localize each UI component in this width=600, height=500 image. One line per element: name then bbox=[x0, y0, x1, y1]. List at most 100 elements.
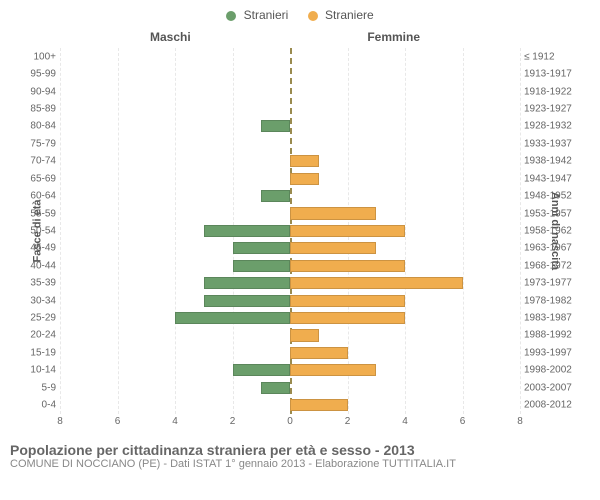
age-label: 40-44 bbox=[20, 260, 56, 271]
age-label: 90-94 bbox=[20, 86, 56, 97]
chart-row: 15-191993-1997 bbox=[60, 344, 520, 361]
chart-row: 70-741938-1942 bbox=[60, 153, 520, 170]
bar-female bbox=[290, 260, 405, 272]
year-label: 1923-1927 bbox=[524, 103, 584, 114]
age-label: 30-34 bbox=[20, 295, 56, 306]
age-label: 75-79 bbox=[20, 138, 56, 149]
bar-male bbox=[261, 382, 290, 394]
bar-female bbox=[290, 329, 319, 341]
bar-female bbox=[290, 347, 348, 359]
age-label: 5-9 bbox=[20, 382, 56, 393]
age-label: 20-24 bbox=[20, 330, 56, 341]
bar-male bbox=[261, 190, 290, 202]
chart-area: Maschi Femmine Fasce di età Anni di nasc… bbox=[0, 26, 600, 436]
chart-row: 65-691943-1947 bbox=[60, 170, 520, 187]
age-label: 70-74 bbox=[20, 156, 56, 167]
legend-swatch-female bbox=[308, 11, 318, 21]
year-label: 1958-1962 bbox=[524, 225, 584, 236]
year-label: 1978-1982 bbox=[524, 295, 584, 306]
chart-row: 85-891923-1927 bbox=[60, 100, 520, 117]
x-tick: 2 bbox=[345, 416, 351, 427]
bar-male bbox=[204, 277, 290, 289]
legend-swatch-male bbox=[226, 11, 236, 21]
bar-female bbox=[290, 155, 319, 167]
age-label: 10-14 bbox=[20, 365, 56, 376]
gridline bbox=[520, 48, 521, 414]
chart-row: 0-42008-2012 bbox=[60, 396, 520, 413]
year-label: 1953-1957 bbox=[524, 208, 584, 219]
plot-area: 100+≤ 191295-991913-191790-941918-192285… bbox=[60, 48, 520, 414]
chart-row: 40-441968-1972 bbox=[60, 257, 520, 274]
column-title-female: Femmine bbox=[367, 30, 420, 44]
bar-female bbox=[290, 364, 376, 376]
chart-row: 55-591953-1957 bbox=[60, 205, 520, 222]
x-tick: 6 bbox=[460, 416, 466, 427]
age-label: 15-19 bbox=[20, 347, 56, 358]
year-label: 2008-2012 bbox=[524, 400, 584, 411]
bar-male bbox=[233, 242, 291, 254]
year-label: 1933-1937 bbox=[524, 138, 584, 149]
bar-female bbox=[290, 277, 463, 289]
year-label: 1948-1952 bbox=[524, 191, 584, 202]
age-label: 45-49 bbox=[20, 243, 56, 254]
bar-male bbox=[233, 364, 291, 376]
year-label: 1938-1942 bbox=[524, 156, 584, 167]
bar-female bbox=[290, 207, 376, 219]
year-label: 1963-1967 bbox=[524, 243, 584, 254]
year-label: 1943-1947 bbox=[524, 173, 584, 184]
chart-row: 45-491963-1967 bbox=[60, 240, 520, 257]
bar-male bbox=[204, 225, 290, 237]
year-label: 1918-1922 bbox=[524, 86, 584, 97]
chart-row: 100+≤ 1912 bbox=[60, 48, 520, 65]
legend-item-male: Stranieri bbox=[226, 8, 288, 22]
x-tick: 0 bbox=[287, 416, 293, 427]
year-label: 1998-2002 bbox=[524, 365, 584, 376]
x-tick: 6 bbox=[115, 416, 121, 427]
chart-title: Popolazione per cittadinanza straniera p… bbox=[10, 442, 590, 458]
x-tick: 2 bbox=[230, 416, 236, 427]
x-tick: 8 bbox=[57, 416, 63, 427]
age-label: 65-69 bbox=[20, 173, 56, 184]
bar-female bbox=[290, 173, 319, 185]
age-label: 0-4 bbox=[20, 400, 56, 411]
chart-footer: Popolazione per cittadinanza straniera p… bbox=[0, 436, 600, 470]
bar-male bbox=[175, 312, 290, 324]
chart-row: 5-92003-2007 bbox=[60, 379, 520, 396]
chart-row: 20-241988-1992 bbox=[60, 327, 520, 344]
age-label: 35-39 bbox=[20, 278, 56, 289]
chart-row: 95-991913-1917 bbox=[60, 65, 520, 82]
chart-legend: Stranieri Straniere bbox=[0, 0, 600, 26]
chart-row: 75-791933-1937 bbox=[60, 135, 520, 152]
year-label: 1913-1917 bbox=[524, 69, 584, 80]
chart-row: 30-341978-1982 bbox=[60, 292, 520, 309]
year-label: 1988-1992 bbox=[524, 330, 584, 341]
year-label: 1983-1987 bbox=[524, 313, 584, 324]
age-label: 85-89 bbox=[20, 103, 56, 114]
age-label: 100+ bbox=[20, 51, 56, 62]
year-label: 1968-1972 bbox=[524, 260, 584, 271]
bar-female bbox=[290, 242, 376, 254]
chart-subtitle: COMUNE DI NOCCIANO (PE) - Dati ISTAT 1° … bbox=[10, 458, 590, 470]
bar-female bbox=[290, 399, 348, 411]
bar-female bbox=[290, 295, 405, 307]
bar-male bbox=[204, 295, 290, 307]
year-label: 1993-1997 bbox=[524, 347, 584, 358]
age-label: 95-99 bbox=[20, 69, 56, 80]
legend-label-male: Stranieri bbox=[244, 8, 289, 22]
column-title-male: Maschi bbox=[150, 30, 191, 44]
year-label: 1928-1932 bbox=[524, 121, 584, 132]
chart-row: 35-391973-1977 bbox=[60, 274, 520, 291]
x-axis: 864202468 bbox=[60, 416, 520, 430]
year-label: ≤ 1912 bbox=[524, 51, 584, 62]
age-label: 25-29 bbox=[20, 313, 56, 324]
bar-male bbox=[261, 120, 290, 132]
chart-row: 50-541958-1962 bbox=[60, 222, 520, 239]
chart-rows: 100+≤ 191295-991913-191790-941918-192285… bbox=[60, 48, 520, 414]
age-label: 50-54 bbox=[20, 225, 56, 236]
bar-female bbox=[290, 225, 405, 237]
legend-label-female: Straniere bbox=[325, 8, 374, 22]
chart-row: 90-941918-1922 bbox=[60, 83, 520, 100]
chart-row: 10-141998-2002 bbox=[60, 362, 520, 379]
age-label: 55-59 bbox=[20, 208, 56, 219]
x-tick: 8 bbox=[517, 416, 523, 427]
